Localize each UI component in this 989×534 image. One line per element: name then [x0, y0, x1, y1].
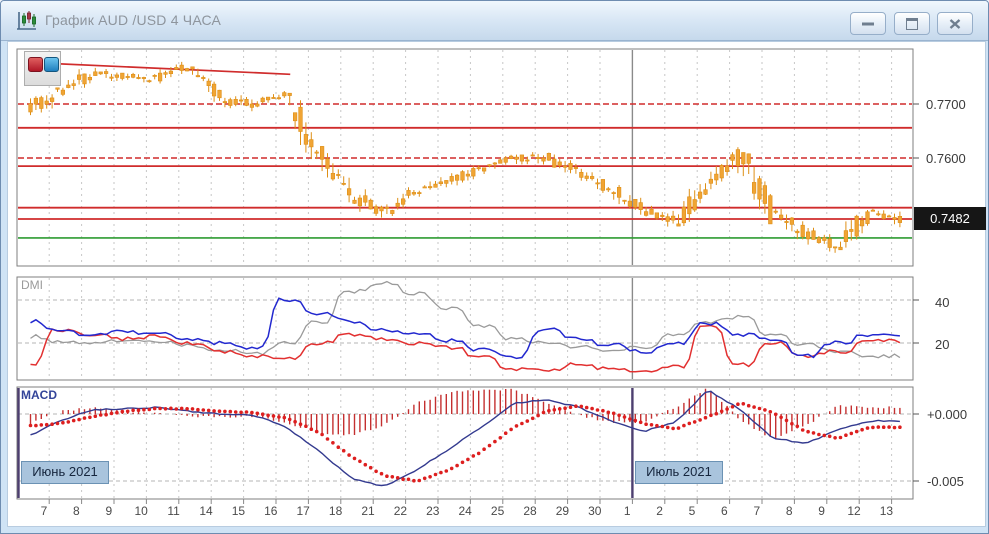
- x-axis-label: 8: [73, 504, 80, 518]
- toolbar-blue-button[interactable]: [44, 57, 59, 72]
- dmi-label: DMI: [21, 278, 43, 292]
- x-axis-label: 28: [523, 504, 537, 518]
- window-title: График AUD /USD 4 ЧАСА: [45, 12, 222, 28]
- dmi-axis-20: 20: [935, 337, 950, 352]
- x-axis-label: 5: [688, 504, 696, 518]
- maximize-icon: [906, 17, 918, 30]
- x-axis-label: 21: [361, 504, 375, 518]
- toolbar-red-button[interactable]: [28, 57, 43, 72]
- x-axis-label: 6: [721, 504, 728, 518]
- x-axis-label: 24: [458, 504, 472, 518]
- x-axis-label: 29: [555, 504, 570, 518]
- x-axis-label: 1: [623, 504, 631, 518]
- current-price-badge: 0.7482: [914, 207, 986, 230]
- x-axis-label: 25: [490, 504, 505, 518]
- x-axis-label: 15: [231, 504, 246, 518]
- maximize-button[interactable]: [894, 12, 930, 35]
- x-axis-label: 9: [105, 504, 113, 518]
- close-icon: [949, 18, 961, 29]
- x-axis-label: 7: [40, 504, 48, 518]
- month-badge-june: Июнь 2021: [21, 461, 109, 484]
- chart-toolbar: [24, 51, 61, 86]
- x-axis-label: 7: [753, 504, 761, 518]
- x-axis-label: 14: [199, 504, 213, 518]
- x-axis-label: 23: [426, 504, 440, 518]
- price-label-07600: 0.7600: [926, 151, 966, 166]
- minimize-button[interactable]: [850, 12, 886, 35]
- x-axis-label: 10: [134, 504, 148, 518]
- titlebar[interactable]: График AUD /USD 4 ЧАСА: [1, 1, 988, 41]
- x-axis-label: 9: [818, 504, 825, 518]
- macd-label: MACD: [21, 388, 57, 402]
- x-axis-label: 16: [264, 504, 278, 518]
- x-axis-label: 8: [785, 504, 793, 518]
- macd-axis-zero: +0.000: [927, 407, 968, 422]
- month-badge-july: Июль 2021: [635, 461, 723, 484]
- x-axis-label: 30: [588, 504, 602, 518]
- dmi-axis-40: 40: [935, 295, 950, 310]
- x-axis-label: 2: [656, 504, 663, 518]
- macd-axis-neg: -0.005: [927, 474, 964, 489]
- x-axis-label: 13: [879, 504, 894, 518]
- close-button[interactable]: [937, 12, 973, 35]
- x-axis-label: 17: [296, 504, 310, 518]
- chart-icon: [17, 11, 36, 30]
- x-axis-label: 22: [393, 504, 408, 518]
- x-axis-label: 11: [167, 504, 180, 518]
- minimize-icon: [862, 22, 874, 25]
- price-label-07700: 0.7700: [926, 97, 966, 112]
- x-axis-label: 18: [328, 504, 343, 518]
- x-axis-label: 12: [847, 504, 861, 518]
- x-axis: 7 8 9 10 11 14 15 16 17 18 21 22 23 24 25 28 29 30 1 2 5 6 7 8 9…: [1, 504, 988, 522]
